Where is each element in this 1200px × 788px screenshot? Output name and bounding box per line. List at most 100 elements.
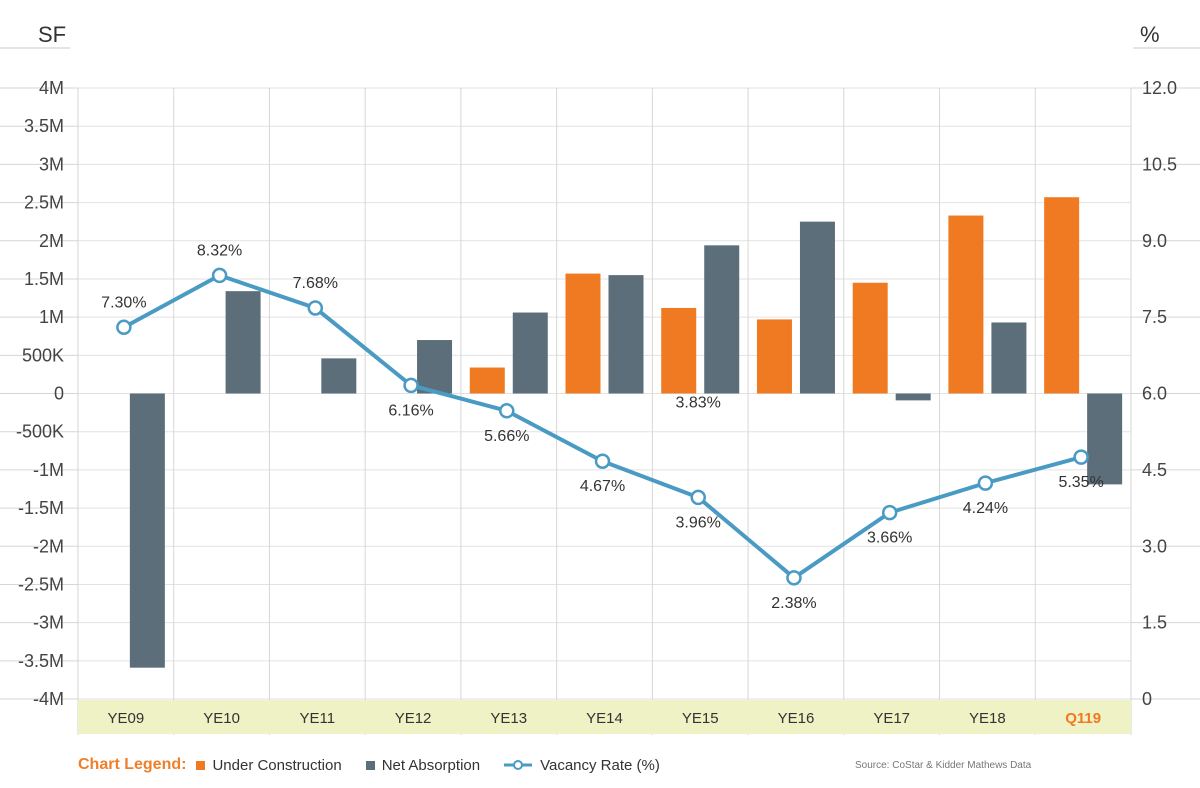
x-tick-label: YE10 xyxy=(203,710,240,727)
x-tick-label: Q119 xyxy=(1065,710,1101,727)
bar-under-construction xyxy=(948,215,984,394)
y-right-axis-label: % xyxy=(1140,22,1160,47)
bar-net-absorption xyxy=(417,340,453,394)
y-left-tick-label: -1M xyxy=(33,460,64,480)
x-tick-label: YE11 xyxy=(300,710,336,727)
vacancy-data-label: 3.96% xyxy=(676,514,721,531)
vacancy-data-label: 6.16% xyxy=(388,402,433,419)
y-left-tick-label: 500K xyxy=(22,345,64,365)
x-tick-label: YE15 xyxy=(682,710,719,727)
category-band-fill xyxy=(78,700,1131,734)
bar-under-construction xyxy=(565,273,601,394)
vacancy-data-label: 7.30% xyxy=(101,294,146,311)
y-right-tick-label: 6.0 xyxy=(1142,384,1167,404)
y-right-tick-label: 9.0 xyxy=(1142,231,1167,251)
line-marker-icon xyxy=(504,760,533,770)
bar-net-absorption xyxy=(225,291,261,394)
vacancy-point xyxy=(307,300,324,316)
legend-label: Vacancy Rate (%) xyxy=(540,756,660,774)
x-tick-label: YE09 xyxy=(108,710,145,727)
y-right-tick-label: 10.5 xyxy=(1142,154,1177,174)
bar-under-construction xyxy=(852,282,888,394)
y-left-tick-label: -500K xyxy=(16,422,64,442)
legend-item-vacancy-rate: Vacancy Rate (%) xyxy=(504,757,660,774)
vacancy-data-label: 2.38% xyxy=(771,595,816,612)
y-left-tick-label: -4M xyxy=(33,689,64,709)
bar-under-construction xyxy=(469,367,505,394)
extra-data-label: 3.83% xyxy=(676,395,721,412)
y-left-tick-label: -3M xyxy=(33,613,64,633)
vacancy-data-label: 4.24% xyxy=(963,500,1008,517)
y-left-tick-label: -2M xyxy=(33,536,64,556)
bar-under-construction xyxy=(756,319,792,394)
category-band: YE09 YE10 YE11 YE12 YE13 YE14 YE15 YE16 YE17 YE18… xyxy=(78,700,1131,734)
bar-under-construction xyxy=(1044,197,1080,394)
y-left-tick-label: 4M xyxy=(39,78,64,98)
y-right-tick-label: 4.5 xyxy=(1142,460,1167,480)
y-left-tick-label: 2M xyxy=(39,231,64,251)
legend-swatch-icon xyxy=(196,760,206,770)
x-tick-label: YE14 xyxy=(586,710,623,727)
legend-item-net-absorption: Net Absorption xyxy=(365,756,481,774)
bar-net-absorption xyxy=(321,358,357,394)
y-left-tick-label: -3.5M xyxy=(18,651,64,671)
vacancy-point xyxy=(1073,449,1089,465)
vacancy-data-label: 7.68% xyxy=(293,275,338,292)
bar-net-absorption xyxy=(704,245,740,394)
source-note: Source: CoStar & Kidder Mathews Data xyxy=(855,760,1032,771)
x-tick-label: YE18 xyxy=(969,710,1006,727)
y-left-axis-label: SF xyxy=(38,22,66,47)
vacancy-point xyxy=(881,504,898,521)
y-left-tick-label: -2.5M xyxy=(18,574,64,594)
y-right-tick-label: 7.5 xyxy=(1142,307,1167,327)
bar-net-absorption xyxy=(895,393,931,401)
vacancy-point xyxy=(977,475,994,491)
bar-under-construction xyxy=(661,307,697,394)
vacancy-point xyxy=(594,453,611,469)
vacancy-point xyxy=(116,319,132,336)
vacancy-data-label: 5.66% xyxy=(484,428,529,445)
legend-item-under-construction: Under Construction xyxy=(196,756,342,774)
y-left-tick-label: -1.5M xyxy=(18,498,64,518)
vacancy-point xyxy=(499,403,515,419)
data-labels: 7.30% 8.32% 7.68% 6.16% 5.66% 4.67% 3.96% 2.38%… xyxy=(101,242,1104,611)
vacancy-data-label: 5.35% xyxy=(1058,474,1103,491)
legend-label: Under Construction xyxy=(212,756,342,774)
bar-net-absorption xyxy=(1087,393,1123,485)
bars xyxy=(129,197,1123,668)
y-left-tick-label: 3M xyxy=(39,154,64,174)
y-right-tick-label: 0 xyxy=(1142,689,1152,709)
vacancy-point xyxy=(786,570,802,586)
x-tick-label: YE13 xyxy=(490,710,527,727)
y-left-tick-label: 0 xyxy=(54,384,64,404)
y-right-tick-label: 1.5 xyxy=(1142,613,1167,633)
bar-net-absorption xyxy=(512,312,548,394)
bar-net-absorption xyxy=(608,275,644,394)
vacancy-point xyxy=(690,489,706,506)
y-left-tick-label: 3.5M xyxy=(24,116,64,136)
bar-net-absorption xyxy=(799,221,835,394)
chart: YE09 YE10 YE11 YE12 YE13 YE14 YE15 YE16 YE17 YE18… xyxy=(0,22,1200,735)
x-tick-label: YE12 xyxy=(395,710,432,727)
vacancy-line xyxy=(116,267,1089,586)
x-tick-label: YE17 xyxy=(873,710,910,727)
axes: 4M 3.5M 3M 2.5M 2M 1.5M 1M 500K 0 -500K -1M -1.5M -2… xyxy=(0,47,1200,709)
legend-title: Chart Legend: xyxy=(78,756,187,773)
bar-net-absorption xyxy=(129,393,165,668)
legend-label: Net Absorption xyxy=(381,756,481,774)
y-left-tick-label: 1M xyxy=(39,307,64,327)
vacancy-data-label: 8.32% xyxy=(197,242,242,259)
chart-legend: Chart Legend: Under Construction Net Abs… xyxy=(78,754,684,776)
x-tick-label: YE16 xyxy=(778,710,815,727)
legend-swatch-icon xyxy=(365,760,375,770)
y-right-tick-label: 12.0 xyxy=(1142,78,1177,98)
bar-net-absorption xyxy=(991,322,1027,394)
y-left-tick-label: 2.5M xyxy=(24,193,64,213)
y-right-tick-label: 3.0 xyxy=(1142,536,1167,556)
grid xyxy=(0,87,1200,735)
vacancy-point xyxy=(403,377,419,394)
vacancy-data-label: 4.67% xyxy=(580,478,625,495)
vacancy-data-label: 3.66% xyxy=(867,530,912,547)
y-left-tick-label: 1.5M xyxy=(24,269,64,289)
vacancy-rate-line xyxy=(122,273,1082,580)
